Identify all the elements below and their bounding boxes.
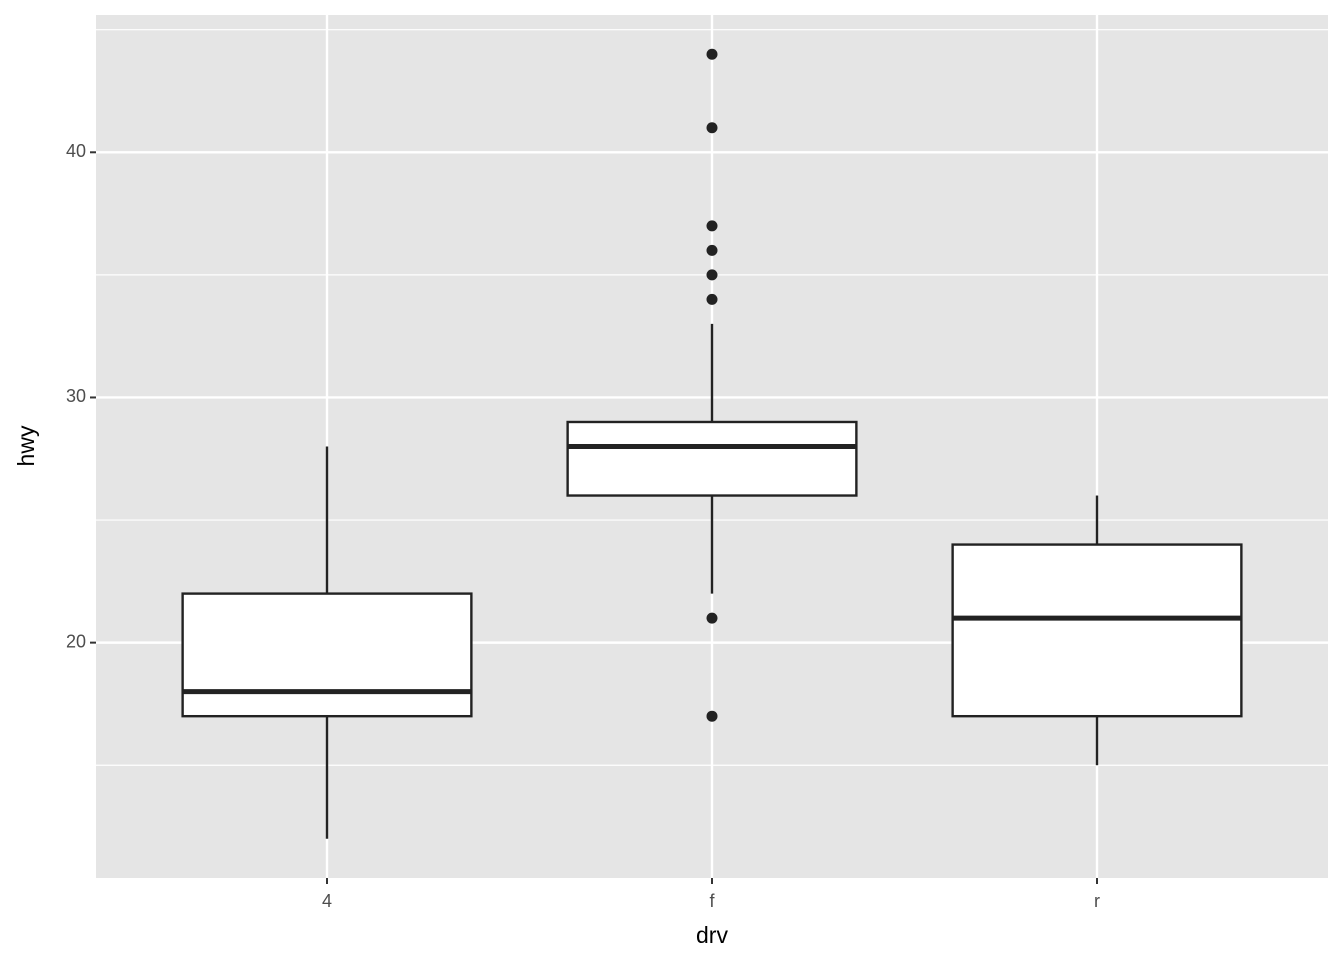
box — [566, 420, 858, 497]
outlier — [706, 122, 718, 134]
outlier — [706, 220, 718, 232]
box — [951, 543, 1243, 718]
x-tick-label: f — [709, 891, 715, 911]
x-tick-label: 4 — [322, 891, 332, 911]
outlier — [706, 293, 718, 305]
outlier — [706, 48, 718, 60]
outlier — [706, 710, 718, 722]
y-axis-title: hwy — [13, 425, 39, 466]
box — [181, 592, 473, 718]
x-axis-title: drv — [696, 922, 728, 948]
y-tick-label: 40 — [66, 141, 86, 161]
y-tick-label: 30 — [66, 386, 86, 406]
outlier — [706, 612, 718, 624]
x-tick-label: r — [1094, 891, 1100, 911]
outlier — [706, 269, 718, 281]
y-tick-label: 20 — [66, 631, 86, 651]
outlier — [706, 244, 718, 256]
